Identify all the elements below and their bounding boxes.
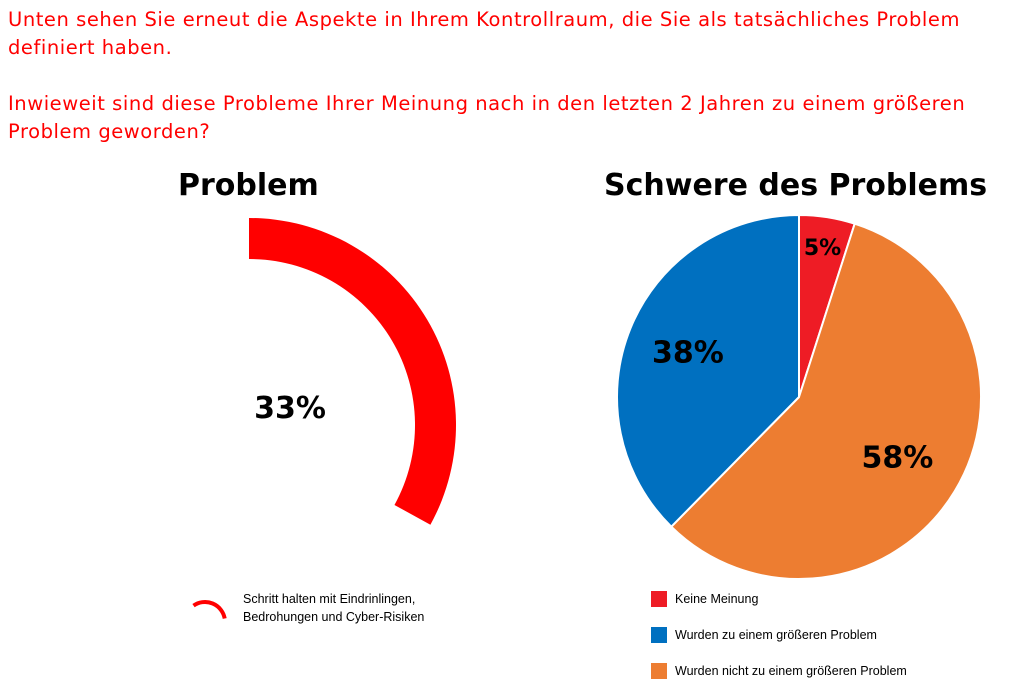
- pie-data-label: 5%: [804, 236, 841, 261]
- legend-swatch-nicht-groesser: [651, 663, 667, 679]
- intro-line-2: Inwieweit sind diese Probleme Ihrer Mein…: [8, 92, 966, 143]
- problem-data-label: 33%: [254, 391, 326, 426]
- pie-data-label: 58%: [861, 440, 933, 475]
- legend-label-keine-meinung: Keine Meinung: [675, 592, 759, 606]
- pie-slice-wurden-nicht-zu-einem-groesseren-problem: [670, 222, 982, 580]
- pie-data-label: 38%: [652, 335, 724, 370]
- pie-slice-wurden-zu-einem-groesseren-problem: [616, 214, 800, 528]
- chart-title-severity: Schwere des Problems: [604, 168, 988, 203]
- legend-arc-icon: [192, 600, 227, 620]
- legend-left-line-1: Schritt halten mit Eindrinlingen,: [243, 592, 416, 606]
- legend-swatch-groesser: [651, 627, 667, 643]
- intro-line-1: Unten sehen Sie erneut die Aspekte in Ih…: [8, 8, 960, 59]
- legend-label-groesser: Wurden zu einem größeren Problem: [675, 628, 877, 642]
- chart-title-problem: Problem: [178, 168, 319, 203]
- legend-swatch-keine-meinung: [651, 591, 667, 607]
- problem-arc-segment: [249, 218, 456, 525]
- legend-left-line-2: Bedrohungen und Cyber-Risiken: [243, 610, 425, 624]
- legend-label-nicht-groesser: Wurden nicht zu einem größeren Problem: [675, 664, 907, 678]
- intro-text: Unten sehen Sie erneut die Aspekte in Ih…: [8, 6, 1018, 146]
